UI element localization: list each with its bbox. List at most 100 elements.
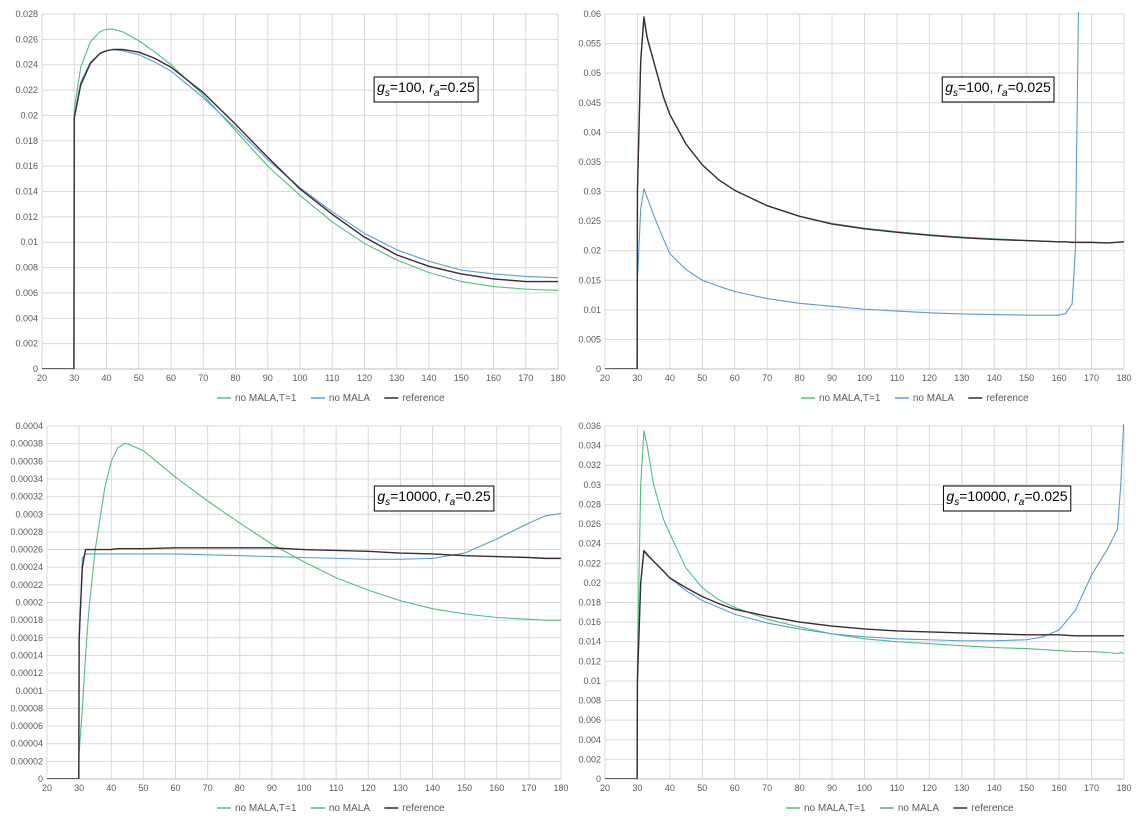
x-tick-label: 150 bbox=[1019, 373, 1034, 383]
x-tick-label: 90 bbox=[827, 783, 837, 793]
legend-label: no MALA,T=1 bbox=[235, 803, 297, 814]
y-tick-label: 0.05 bbox=[583, 68, 601, 78]
x-tick-label: 60 bbox=[166, 373, 176, 383]
x-tick-label: 110 bbox=[890, 373, 904, 383]
y-tick-label: 0.01 bbox=[583, 305, 601, 315]
y-tick-label: 0.02 bbox=[583, 246, 601, 256]
x-tick-label: 90 bbox=[827, 373, 837, 383]
legend-item: reference bbox=[384, 393, 445, 404]
x-tick-label: 60 bbox=[730, 783, 740, 793]
x-tick-label: 120 bbox=[357, 373, 372, 383]
legend-item: no MALA,T=1 bbox=[216, 803, 297, 814]
legend-label: no MALA,T=1 bbox=[804, 803, 866, 814]
y-tick-label: 0.028 bbox=[578, 499, 601, 509]
x-tick-label: 20 bbox=[600, 783, 610, 793]
legend-label: no MALA,T=1 bbox=[235, 393, 297, 404]
svg-text:gs=100, ra=0.025: gs=100, ra=0.025 bbox=[945, 79, 1051, 99]
y-tick-label: 0.0004 bbox=[15, 421, 43, 431]
legend-label: no MALA bbox=[898, 803, 939, 814]
x-tick-label: 180 bbox=[550, 373, 565, 383]
chart-svg-bottom-right: 0 0.002 0.004 0.006 0.008 0.01 0.012 0.014 0.016… bbox=[578, 421, 1131, 814]
y-tick-label: 0.012 bbox=[578, 656, 601, 666]
y-tick-label: 0.00008 bbox=[10, 703, 43, 713]
y-tick-label: 0.002 bbox=[15, 339, 38, 349]
y-tick-label: 0.024 bbox=[578, 539, 601, 549]
chart-panel-bottom-right: 0 0.002 0.004 0.006 0.008 0.01 0.012 0.014 0.016… bbox=[568, 410, 1136, 820]
x-tick-label: 100 bbox=[857, 783, 872, 793]
y-tick-label: 0.022 bbox=[578, 558, 601, 568]
annotation-box bbox=[941, 76, 1055, 103]
x-tick-label: 50 bbox=[138, 783, 148, 793]
x-tick-label: 160 bbox=[489, 783, 504, 793]
x-tick-label: 160 bbox=[486, 373, 501, 383]
y-tick-label: 0.022 bbox=[15, 85, 38, 95]
legend-item: no MALA,T=1 bbox=[800, 393, 881, 404]
y-tick-label: 0.04 bbox=[583, 127, 601, 137]
x-tick-label: 90 bbox=[267, 783, 277, 793]
chart-svg-top-left: 0 0.002 0.004 0.006 0.008 0.01 0.012 0.014 0.016… bbox=[15, 9, 565, 404]
x-tick-label: 100 bbox=[296, 783, 311, 793]
y-tick-label: 0.00024 bbox=[10, 562, 43, 572]
series-reference-line bbox=[47, 547, 561, 779]
y-tick-label: 0.00026 bbox=[10, 545, 43, 555]
x-tick-label: 20 bbox=[600, 373, 610, 383]
x-tick-label: 170 bbox=[518, 373, 533, 383]
legend-label: reference bbox=[402, 803, 445, 814]
x-tick-label: 50 bbox=[134, 373, 144, 383]
legend-label: no MALA bbox=[329, 803, 370, 814]
y-tick-label: 0.01 bbox=[583, 676, 601, 686]
y-tick-label: 0.008 bbox=[15, 263, 38, 273]
x-tick-label: 120 bbox=[361, 783, 376, 793]
x-tick-label: 130 bbox=[393, 783, 408, 793]
chart-panel-top-right: 0 0.005 0.01 0.015 0.02 0.025 0.03 0.035 0.04 0.0… bbox=[568, 0, 1136, 410]
chart-svg-top-right: 0 0.005 0.01 0.015 0.02 0.025 0.03 0.035 0.04 0.0… bbox=[578, 9, 1131, 404]
legend-label: no MALA bbox=[329, 393, 370, 404]
annotation-box bbox=[373, 485, 495, 512]
legend-label: reference bbox=[402, 393, 445, 404]
legend-item: reference bbox=[953, 803, 1014, 814]
x-tick-label: 150 bbox=[454, 373, 469, 383]
x-tick-label: 30 bbox=[69, 373, 79, 383]
chart-legend: no MALA,T=1 no MALA reference bbox=[216, 393, 445, 404]
legend-item: no MALA,T=1 bbox=[216, 393, 297, 404]
parameter-annotation: gs=100, ra=0.025 bbox=[941, 76, 1055, 103]
y-tick-label: 0.016 bbox=[578, 617, 601, 627]
x-tick-label: 50 bbox=[697, 783, 707, 793]
legend-item: no MALA bbox=[310, 393, 370, 404]
y-tick-label: 0.004 bbox=[578, 735, 601, 745]
legend-item: no MALA,T=1 bbox=[785, 803, 866, 814]
y-tick-label: 0.00032 bbox=[10, 492, 43, 502]
y-tick-label: 0.00038 bbox=[10, 439, 43, 449]
x-tick-label: 30 bbox=[74, 783, 84, 793]
y-tick-label: 0.034 bbox=[578, 441, 601, 451]
legend-item: no MALA bbox=[879, 803, 939, 814]
x-tick-label: 40 bbox=[665, 783, 675, 793]
legend-label: reference bbox=[971, 803, 1014, 814]
y-tick-label: 0.018 bbox=[15, 136, 38, 146]
y-tick-label: 0.00012 bbox=[10, 668, 43, 678]
x-tick-label: 110 bbox=[325, 373, 339, 383]
y-tick-label: 0.06 bbox=[583, 9, 601, 19]
x-tick-label: 30 bbox=[632, 373, 642, 383]
series-reference-line bbox=[605, 549, 1124, 779]
parameter-annotation: gs=10000, ra=0.25 bbox=[373, 485, 495, 512]
y-tick-label: 0.004 bbox=[15, 313, 38, 323]
x-tick-label: 80 bbox=[230, 373, 240, 383]
chart-legend: no MALA,T=1 no MALA reference bbox=[800, 393, 1029, 404]
chart-legend: no MALA,T=1 no MALA reference bbox=[785, 803, 1014, 814]
x-tick-label: 110 bbox=[890, 783, 904, 793]
x-tick-label: 90 bbox=[263, 373, 273, 383]
x-tick-label: 170 bbox=[1084, 783, 1099, 793]
x-tick-label: 40 bbox=[665, 373, 675, 383]
svg-text:gs=10000, ra=0.025: gs=10000, ra=0.025 bbox=[946, 488, 1067, 508]
y-tick-label: 0.00014 bbox=[10, 650, 43, 660]
x-tick-label: 30 bbox=[632, 783, 642, 793]
x-tick-label: 70 bbox=[203, 783, 213, 793]
svg-text:gs=100, ra=0.25: gs=100, ra=0.25 bbox=[377, 79, 475, 99]
y-tick-label: 0.055 bbox=[578, 39, 601, 49]
x-tick-label: 130 bbox=[954, 373, 969, 383]
legend-item: reference bbox=[968, 393, 1029, 404]
y-tick-label: 0.008 bbox=[578, 696, 601, 706]
y-tick-label: 0.0002 bbox=[15, 598, 43, 608]
y-tick-label: 0.014 bbox=[578, 637, 601, 647]
